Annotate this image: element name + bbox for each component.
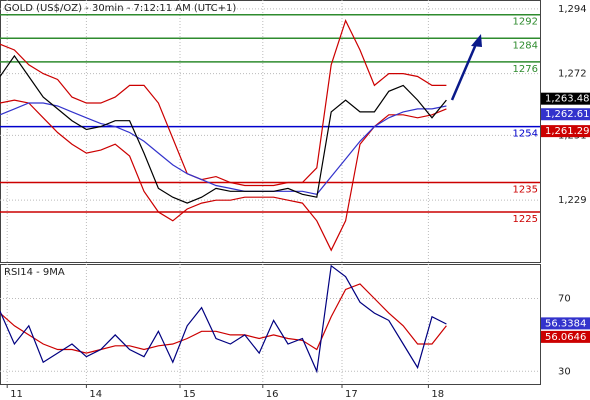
- y-tick-label: 30: [558, 366, 571, 377]
- price-label: 1,261.29: [545, 126, 590, 137]
- x-tick-label: 15: [183, 389, 196, 400]
- price-label-box: [541, 92, 590, 105]
- rsi-title: RSI14 - 9MA: [4, 267, 65, 278]
- level-label: 1225: [513, 214, 538, 225]
- price-label: 1,262.61: [545, 109, 590, 120]
- price-label: 1,263.48: [545, 94, 590, 105]
- x-tick-label: 16: [266, 389, 279, 400]
- level-label: 1292: [513, 17, 538, 28]
- price-label-box: [541, 108, 590, 121]
- rsi-panel: [0, 264, 541, 385]
- price-label: 56.0646: [545, 332, 586, 343]
- series-line: [0, 264, 447, 374]
- y-tick-label: 1,229: [558, 195, 587, 206]
- chart-title: GOLD (US$/OZ) - 30min - 7:12:11 AM (UTC+…: [4, 3, 236, 14]
- series-line: [0, 283, 447, 354]
- y-tick-label: 1,294: [558, 4, 587, 15]
- level-label: 1254: [513, 129, 538, 140]
- y-tick-label: 1,272: [558, 69, 587, 80]
- series-line: [0, 54, 447, 204]
- x-tick-label: 18: [431, 389, 444, 400]
- level-label: 1235: [513, 185, 538, 196]
- x-tick-label: 11: [10, 389, 23, 400]
- forecast-arrow: [450, 43, 478, 101]
- price-label-box: [541, 330, 590, 343]
- level-label: 1276: [513, 64, 538, 75]
- series-line: [0, 102, 447, 195]
- forecast-arrow-head: [471, 34, 482, 47]
- x-tick-label: 14: [89, 389, 102, 400]
- price-label-box: [541, 317, 590, 330]
- level-label: 1284: [513, 40, 538, 51]
- price-label: 56.3384: [545, 318, 586, 329]
- series-line: [0, 19, 447, 187]
- series-line: [0, 99, 447, 252]
- price-label-box: [541, 125, 590, 138]
- y-tick-label: 70: [558, 294, 571, 305]
- x-tick-label: 17: [345, 389, 358, 400]
- price-panel: [0, 0, 541, 263]
